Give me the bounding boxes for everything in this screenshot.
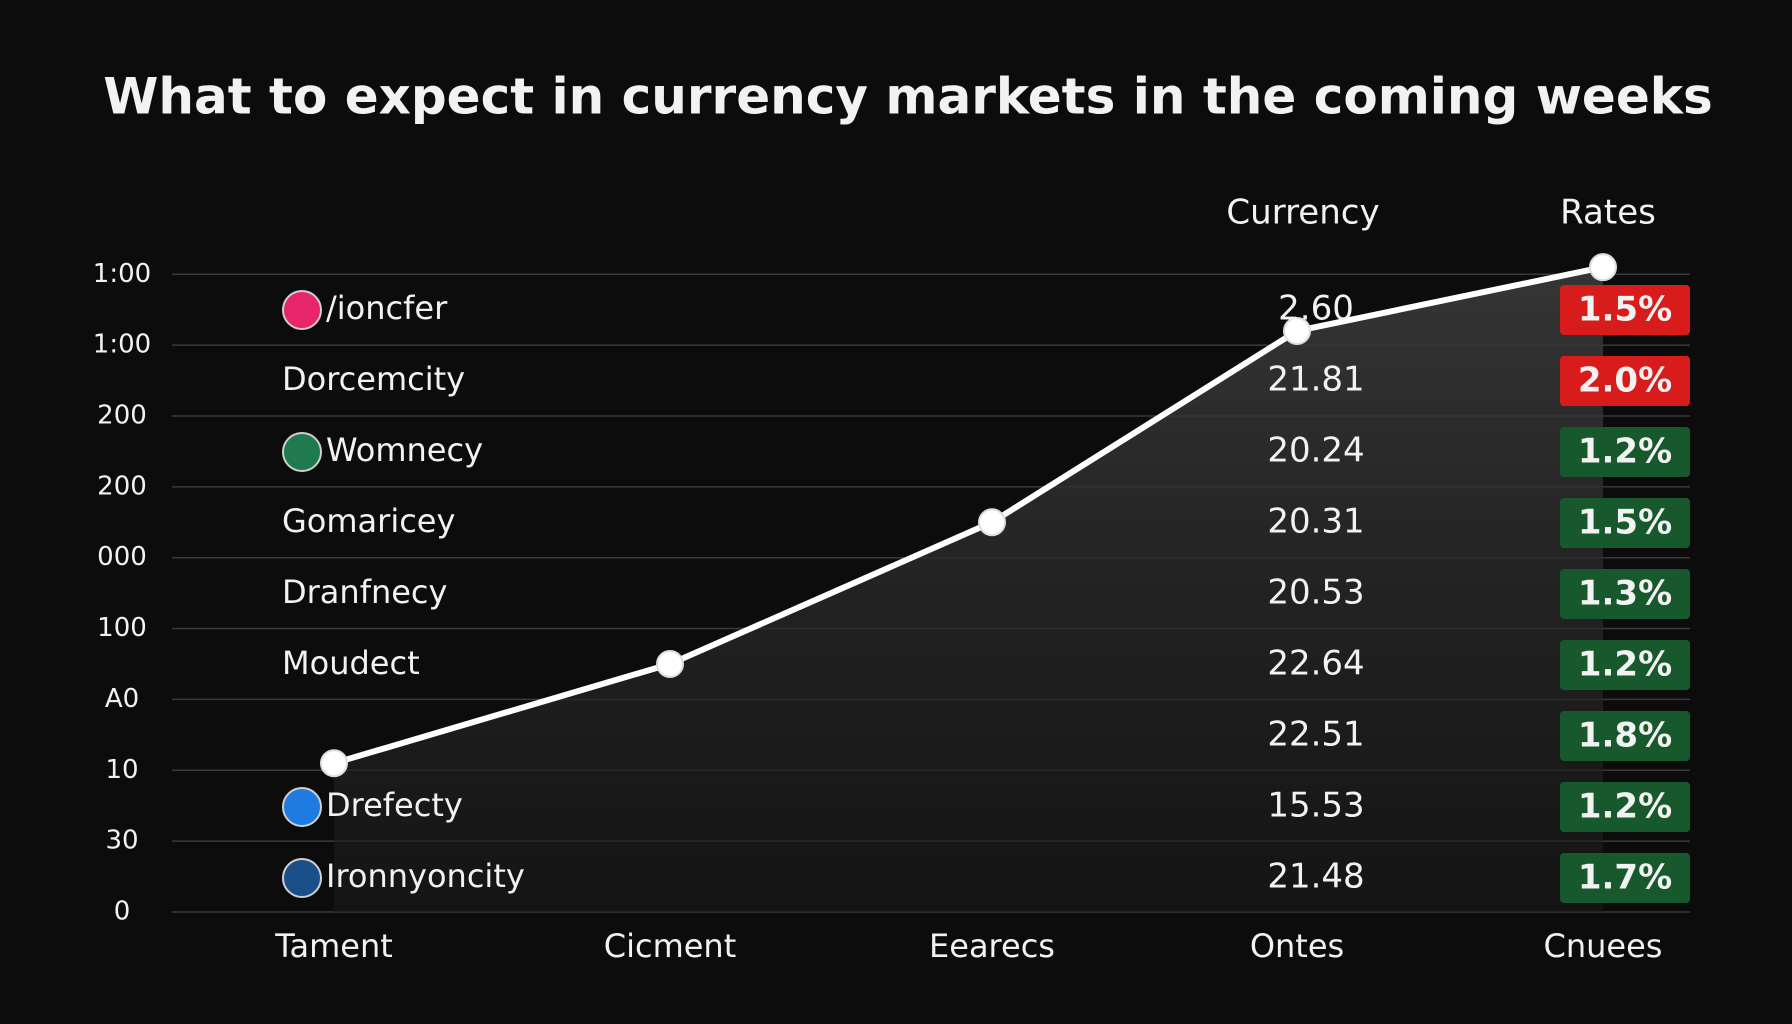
x-tick-label: Cicment <box>604 927 737 965</box>
chart-title: What to expect in currency markets in th… <box>103 68 1713 126</box>
point <box>1589 253 1617 282</box>
y-tick-label: 200 <box>97 471 147 501</box>
y-tick-label: 0 <box>114 897 131 927</box>
y-tick-label: 1:00 <box>93 259 151 289</box>
rate-badge <box>1560 427 1690 477</box>
rate-label: 1.2% <box>1578 787 1672 827</box>
row-value: 21.81 <box>1267 360 1364 400</box>
row-value: 15.53 <box>1267 786 1364 826</box>
row-value: 22.51 <box>1267 715 1364 755</box>
rate-label: 1.8% <box>1578 716 1672 756</box>
y-tick-label: 1:00 <box>93 330 151 360</box>
y-tick-label: A0 <box>105 684 139 714</box>
rate-badge <box>1560 569 1690 619</box>
row-value: 2.60 <box>1278 289 1354 329</box>
point <box>978 508 1006 537</box>
rate-label: 1.5% <box>1578 503 1672 543</box>
rate-badge <box>1560 640 1690 690</box>
x-tick-label: Tament <box>274 927 393 965</box>
row-value: 20.53 <box>1267 573 1364 613</box>
row-name: Moudect <box>282 644 420 682</box>
row-value: 21.48 <box>1267 857 1364 897</box>
row-value: 20.24 <box>1267 431 1364 471</box>
row-name: Dranfnecy <box>282 573 447 611</box>
row-value: 20.31 <box>1267 502 1364 542</box>
row-icon <box>282 432 322 472</box>
row-name: Ironnyoncity <box>326 857 525 895</box>
rate-label: 1.2% <box>1578 432 1672 472</box>
row-name: Dorcemcity <box>282 360 465 398</box>
rate-badge <box>1560 711 1690 761</box>
rate-label: 1.5% <box>1578 290 1672 330</box>
x-tick-label: Cnuees <box>1544 927 1663 965</box>
y-tick-label: 100 <box>97 613 147 643</box>
row-icon <box>282 787 322 827</box>
rate-label: 2.0% <box>1578 361 1672 401</box>
table-header: Rates <box>1560 193 1656 233</box>
row-icon <box>282 858 322 898</box>
table-header: Currency <box>1226 193 1379 233</box>
rate-badge <box>1560 498 1690 548</box>
rate-label: 1.3% <box>1578 574 1672 614</box>
row-icon <box>282 290 322 330</box>
rate-label: 1.2% <box>1578 645 1672 685</box>
row-name: /ioncfer <box>326 289 448 327</box>
x-tick-label: Ontes <box>1250 927 1344 965</box>
y-tick-label: 10 <box>105 755 138 785</box>
rate-badge <box>1560 356 1690 406</box>
point <box>320 749 348 778</box>
y-tick-label: 200 <box>97 400 147 430</box>
point <box>656 649 684 678</box>
rate-label: 1.7% <box>1578 858 1672 898</box>
rate-badge <box>1560 853 1690 903</box>
row-value: 22.64 <box>1267 644 1364 684</box>
point <box>1283 316 1311 345</box>
rate-badge <box>1560 782 1690 832</box>
y-tick-label: 30 <box>105 826 138 856</box>
row-name: Womnecy <box>326 431 483 469</box>
rate-badge <box>1560 285 1690 335</box>
row-name: Drefecty <box>326 786 463 824</box>
line-area <box>334 267 1603 912</box>
y-tick-label: 000 <box>97 542 147 572</box>
row-name: Gomaricey <box>282 502 455 540</box>
x-tick-label: Eearecs <box>929 927 1055 965</box>
